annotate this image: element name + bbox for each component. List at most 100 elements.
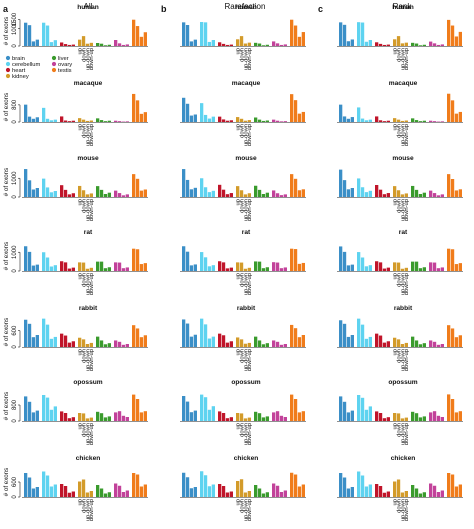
bar-testis-down-up xyxy=(458,189,462,197)
bar-heart-up-down xyxy=(67,492,72,497)
bar-liver-down xyxy=(414,43,419,46)
bar-kidney-down xyxy=(81,119,86,122)
pattern-label-up-down: up-down xyxy=(400,499,406,521)
y-tick-label: 800 xyxy=(12,99,18,110)
bar-kidney-up-down xyxy=(243,343,248,347)
bar-liver-down-up xyxy=(107,267,111,271)
bar-cerebellum-down xyxy=(203,187,208,197)
bar-heart-down xyxy=(221,119,226,122)
bar-liver-up-down xyxy=(261,120,266,122)
bar-ovary-down-up xyxy=(440,194,444,197)
bar-ovary-up xyxy=(114,120,118,122)
bar-brain-down-up xyxy=(193,487,197,497)
bar-ovary-down xyxy=(275,120,280,122)
bar-testis-up xyxy=(447,174,451,197)
bar-brain-down-up xyxy=(350,39,354,46)
bar-ovary-up xyxy=(272,412,276,421)
pattern-label-down-up: down-up xyxy=(89,273,95,295)
bar-kidney-down xyxy=(81,262,86,271)
bar-cerebellum-down xyxy=(203,22,208,46)
species-title: mouse xyxy=(392,155,414,162)
bar-cerebellum-down-up xyxy=(368,190,372,197)
legend-item-cerebellum: cerebellum xyxy=(5,61,41,68)
bar-testis-down-up xyxy=(301,335,305,347)
bar-kidney-up xyxy=(78,118,82,122)
bar-testis-down-up xyxy=(143,189,147,197)
pattern-label-up: up xyxy=(392,349,398,355)
bar-ovary-down-up xyxy=(125,121,129,122)
species-title: rat xyxy=(399,229,408,236)
bar-cerebellum-up xyxy=(42,178,46,197)
bar-liver-up xyxy=(254,261,258,271)
bar-cerebellum-up-down xyxy=(364,486,369,497)
pattern-label-down: down xyxy=(396,48,402,62)
bar-heart-down xyxy=(63,486,68,497)
bar-cerebellum-up xyxy=(42,107,46,122)
bar-cerebellum-down-up xyxy=(368,336,372,347)
bar-ovary-up-down xyxy=(279,344,284,347)
bar-heart-up xyxy=(375,116,379,122)
pattern-label-up-down: up-down xyxy=(243,273,249,295)
bar-ovary-down xyxy=(432,193,437,197)
panel-opossum-all: opossum 0 800# of exons updownup-downdown-u… xyxy=(3,379,148,445)
panel-chicken-all: chicken 0 600# of exons updownup-downdown-u… xyxy=(3,455,148,521)
bar-cerebellum-up-down xyxy=(364,409,369,421)
bar-cerebellum-up xyxy=(357,107,361,122)
bar-kidney-up xyxy=(393,481,397,497)
bar-ovary-down xyxy=(117,193,122,197)
bar-testis-up xyxy=(447,93,451,122)
bar-ovary-down-up xyxy=(283,490,287,497)
legend-item-kidney: kidney xyxy=(5,73,29,80)
bar-cerebellum-up-down xyxy=(364,120,369,122)
bar-ovary-up xyxy=(429,412,433,421)
bar-ovary-down-up xyxy=(283,417,287,421)
bar-testis-up xyxy=(447,325,451,347)
bar-heart-up xyxy=(218,261,222,271)
bar-ovary-up xyxy=(429,120,433,122)
bar-brain-down xyxy=(27,323,32,347)
bar-heart-down-up xyxy=(386,120,390,122)
column-titles: All Rarefaction Rank xyxy=(84,2,413,11)
bar-testis-up-down xyxy=(139,264,144,271)
bar-brain-up-down xyxy=(31,265,36,271)
pattern-label-up-down: up-down xyxy=(85,423,91,445)
bar-brain-up-down xyxy=(31,189,36,197)
bar-brain-up xyxy=(24,396,28,421)
bar-brain-up xyxy=(24,104,28,122)
bar-testis-down-up xyxy=(458,31,462,46)
bar-kidney-up-down xyxy=(400,194,405,197)
bar-brain-down-up xyxy=(35,410,39,421)
pattern-label-down: down xyxy=(81,199,87,213)
bar-testis-down xyxy=(293,25,298,46)
pattern-label-down-up: down-up xyxy=(404,499,410,521)
bar-brain-down-up xyxy=(193,114,197,122)
bar-cerebellum-down xyxy=(45,397,50,421)
species-title: chicken xyxy=(391,455,416,462)
bar-kidney-down xyxy=(239,190,244,197)
bar-kidney-up-down xyxy=(243,120,248,122)
bar-kidney-up-down xyxy=(400,120,405,122)
bar-kidney-down xyxy=(239,36,244,46)
bar-testis-up-down xyxy=(454,190,459,197)
bar-heart-up-down xyxy=(382,121,387,122)
bar-liver-up-down xyxy=(261,344,266,347)
y-tick-label: 600 xyxy=(12,325,18,336)
y-tick-label: 1000 xyxy=(12,245,18,259)
bar-kidney-down xyxy=(239,339,244,347)
legend-swatch xyxy=(5,67,11,73)
bar-liver-down-up xyxy=(107,120,111,122)
bar-kidney-down xyxy=(396,190,401,197)
bar-kidney-up-down xyxy=(85,268,90,271)
pattern-label-up-down: up-down xyxy=(400,349,406,371)
bar-brain-up xyxy=(24,169,28,197)
bar-liver-up-down xyxy=(103,417,108,421)
pattern-label-up: up xyxy=(392,199,398,205)
bar-cerebellum-up xyxy=(200,103,204,122)
species-title: rat xyxy=(242,229,251,236)
bar-brain-up xyxy=(182,246,186,271)
bar-heart-up-down xyxy=(225,268,230,271)
pattern-label-down: down xyxy=(396,273,402,287)
bar-liver-down-up xyxy=(107,343,111,347)
